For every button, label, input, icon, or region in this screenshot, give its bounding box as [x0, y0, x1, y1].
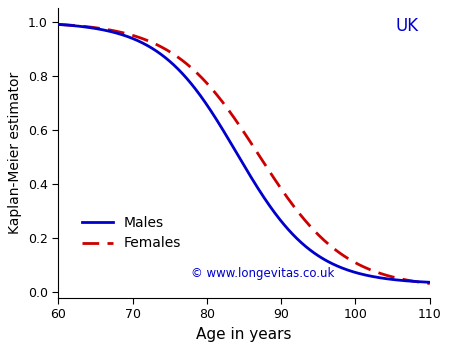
Females — [335, 250, 341, 254]
Males — [274, 214, 280, 218]
Females — [304, 220, 309, 224]
Text: © www.longevitas.co.uk: © www.longevitas.co.uk — [191, 267, 334, 280]
Females — [122, 31, 127, 35]
Females — [274, 181, 280, 185]
Females — [56, 22, 61, 27]
Males — [122, 33, 127, 37]
Males — [427, 280, 432, 285]
Males — [335, 264, 341, 268]
X-axis label: Age in years: Age in years — [196, 327, 292, 342]
Males — [304, 245, 309, 249]
Females — [427, 281, 432, 286]
Males — [56, 22, 61, 27]
Males — [224, 134, 229, 138]
Y-axis label: Kaplan-Meier estimator: Kaplan-Meier estimator — [9, 72, 22, 234]
Text: UK: UK — [396, 17, 419, 35]
Females — [224, 105, 229, 109]
Females — [151, 41, 157, 46]
Males — [151, 47, 157, 51]
Legend: Males, Females: Males, Females — [76, 210, 187, 256]
Line: Males: Males — [58, 25, 430, 282]
Line: Females: Females — [58, 25, 430, 284]
